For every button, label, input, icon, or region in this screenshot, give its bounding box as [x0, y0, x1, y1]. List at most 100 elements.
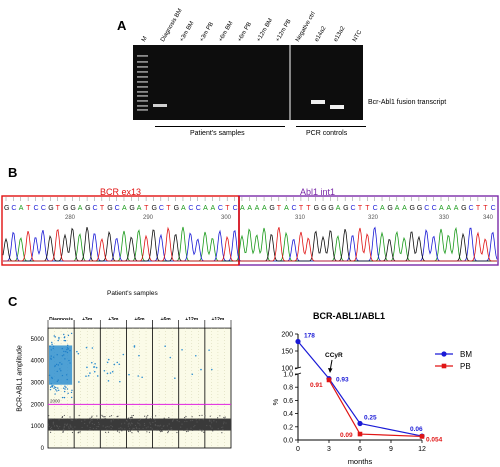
dd-col-header: [99, 320, 127, 329]
legend-marker-BM: [441, 351, 447, 357]
negative-droplet: [64, 423, 66, 425]
positive-droplet: [93, 366, 96, 368]
positive-droplet: [50, 349, 52, 351]
negative-droplet: [102, 425, 104, 427]
base-letter: G: [417, 205, 422, 212]
negative-droplet: [172, 419, 174, 421]
positive-droplet: [67, 348, 70, 350]
ladder-band: [137, 86, 148, 88]
negative-droplet: [98, 423, 100, 425]
base-letter: A: [203, 205, 208, 212]
base-letter: A: [137, 205, 142, 212]
positive-droplet: [52, 345, 55, 347]
base-letter: C: [424, 205, 429, 212]
patient-group-label: Patient's samples: [190, 130, 245, 137]
seq-position: 330: [439, 215, 450, 221]
negative-droplet: [49, 427, 52, 430]
negative-droplet: [69, 416, 71, 418]
positive-droplet: [78, 381, 80, 383]
positive-droplet: [106, 372, 109, 375]
negative-droplet: [101, 414, 103, 416]
negative-droplet: [133, 428, 135, 430]
negative-droplet: [47, 424, 49, 426]
negative-droplet: [184, 420, 186, 423]
negative-droplet: [56, 424, 58, 427]
positive-droplet: [133, 345, 136, 347]
dd-ytick: 0: [41, 446, 45, 452]
seq-position: 320: [368, 215, 379, 221]
base-letter: T: [26, 205, 31, 212]
positive-droplet: [66, 388, 69, 390]
positive-droplet: [118, 363, 121, 366]
xtick-label: 0: [296, 446, 300, 453]
base-letter: C: [233, 205, 238, 212]
negative-droplet: [121, 430, 123, 432]
negative-droplet: [137, 430, 139, 432]
data-point-BM: [295, 338, 301, 345]
positive-droplet: [61, 363, 63, 365]
negative-droplet: [213, 420, 215, 422]
base-letter: G: [387, 205, 392, 212]
negative-droplet: [127, 425, 130, 427]
positive-droplet: [164, 345, 166, 348]
base-letter: A: [122, 205, 127, 212]
patient-bracket: [155, 126, 285, 127]
gel-lane-label: NTC: [352, 29, 364, 43]
negative-droplet: [160, 431, 162, 433]
negative-droplet: [52, 422, 54, 424]
dd-ytick: 2000: [31, 402, 45, 408]
positive-droplet: [57, 379, 59, 381]
negative-droplet: [91, 416, 93, 418]
negative-droplet: [138, 422, 140, 425]
negative-droplet: [193, 426, 195, 428]
negative-droplet: [121, 428, 123, 430]
positive-droplet: [67, 392, 69, 395]
negative-droplet: [112, 419, 114, 421]
negative-droplet: [145, 427, 147, 429]
negative-droplet: [161, 427, 163, 429]
negative-droplet: [131, 417, 133, 419]
positive-droplet: [90, 361, 93, 364]
negative-droplet: [129, 424, 132, 426]
positive-droplet: [66, 378, 68, 381]
data-label-BM: 0.06: [410, 426, 423, 433]
negative-droplet: [201, 429, 203, 431]
negative-droplet: [52, 423, 54, 425]
negative-droplet: [184, 418, 186, 420]
negative-droplet: [147, 426, 149, 428]
base-letter: G: [174, 205, 179, 212]
ladder-band: [137, 71, 148, 73]
negative-droplet: [84, 422, 86, 425]
base-letter: C: [469, 205, 474, 212]
negative-droplet: [120, 427, 122, 429]
negative-droplet: [106, 429, 108, 431]
data-label-BM: 0.93: [336, 377, 349, 384]
base-letter: G: [314, 205, 319, 212]
positive-droplet: [52, 347, 54, 350]
negative-droplet: [117, 418, 119, 420]
positive-droplet: [93, 370, 96, 373]
negative-droplet: [151, 416, 153, 418]
positive-droplet: [53, 387, 55, 389]
positive-droplet: [52, 384, 54, 387]
negative-droplet: [225, 422, 227, 424]
negative-droplet: [170, 429, 172, 431]
base-letter: T: [365, 205, 370, 212]
base-letter: A: [181, 205, 186, 212]
negative-droplet: [223, 416, 225, 419]
negative-droplet: [215, 421, 218, 423]
positive-droplet: [50, 357, 52, 360]
base-letter: A: [380, 205, 385, 212]
dd-col-header: [47, 320, 75, 329]
seq-position: 300: [221, 215, 232, 221]
negative-droplet: [128, 428, 131, 430]
negative-droplet: [223, 421, 225, 423]
base-letter: A: [402, 205, 407, 212]
positive-droplet: [69, 349, 71, 352]
positive-droplet: [55, 363, 58, 366]
positive-droplet: [49, 388, 52, 391]
negative-droplet: [81, 426, 83, 429]
positive-droplet: [86, 366, 88, 369]
data-point-PB: [357, 431, 363, 437]
dd-title: Patient's samples: [107, 290, 158, 297]
